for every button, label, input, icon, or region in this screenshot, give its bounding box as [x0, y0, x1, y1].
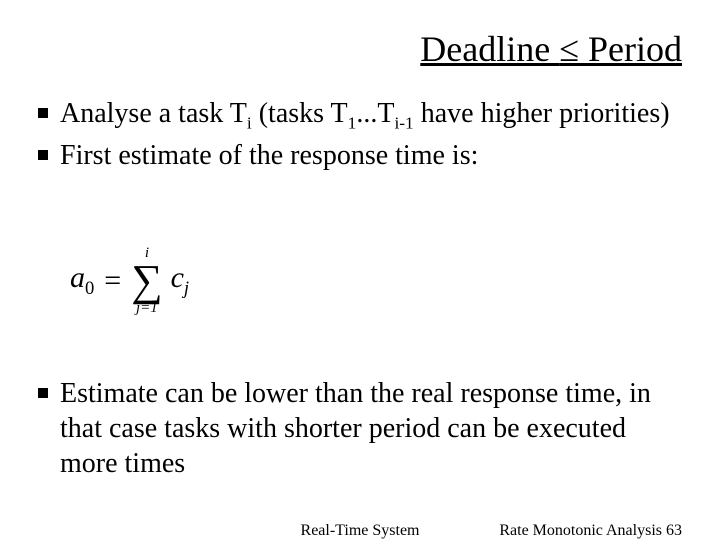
text-frag: Analyse a task T — [60, 98, 247, 129]
bullet-marker-icon — [38, 108, 48, 118]
bullet-marker-icon — [38, 150, 48, 160]
bullet-text: First estimate of the response time is: — [60, 138, 682, 173]
bullet-list-top: Analyse a task Ti (tasks T1...Ti-1 have … — [38, 96, 682, 177]
footer-label: Rate Monotonic Analysis — [499, 522, 666, 539]
summation: i ∑ j=1 — [131, 246, 162, 316]
formula-block: a0 = i ∑ j=1 cj — [70, 246, 189, 316]
bullet-item: Analyse a task Ti (tasks T1...Ti-1 have … — [38, 96, 682, 134]
subscript: i-1 — [394, 114, 413, 133]
text-frag: have higher priorities) — [414, 98, 670, 129]
footer-right-text: Rate Monotonic Analysis 63 — [499, 522, 682, 540]
bullet-item: First estimate of the response time is: — [38, 138, 682, 173]
bullet-item: Estimate can be lower than the real resp… — [38, 376, 682, 481]
bullet-marker-icon — [38, 388, 48, 398]
bullet-list-bottom: Estimate can be lower than the real resp… — [38, 376, 682, 485]
slide: Deadline ≤ Period Analyse a task Ti (tas… — [0, 0, 720, 540]
subscript: j — [184, 278, 189, 299]
text-frag: ...T — [356, 98, 394, 129]
slide-title: Deadline ≤ Period — [420, 28, 682, 70]
text-frag: (tasks T — [252, 98, 348, 129]
bullet-text: Analyse a task Ti (tasks T1...Ti-1 have … — [60, 96, 682, 134]
formula-rhs: cj — [171, 261, 190, 300]
formula: a0 = i ∑ j=1 cj — [70, 246, 189, 316]
title-leq-symbol: ≤ — [559, 29, 579, 69]
bullet-text: Estimate can be lower than the real resp… — [60, 376, 682, 481]
page-number: 63 — [666, 522, 682, 539]
var: c — [171, 261, 184, 294]
subscript: 0 — [85, 278, 94, 299]
formula-lhs: a0 — [70, 261, 94, 300]
var: a — [70, 261, 85, 294]
footer-center-text: Real-Time System — [301, 522, 420, 540]
title-text-left: Deadline — [420, 29, 559, 69]
equals-sign: = — [104, 264, 121, 298]
title-text-right: Period — [579, 29, 682, 69]
sigma-icon: ∑ — [131, 261, 162, 301]
sum-lower-bound: j=1 — [136, 301, 158, 316]
